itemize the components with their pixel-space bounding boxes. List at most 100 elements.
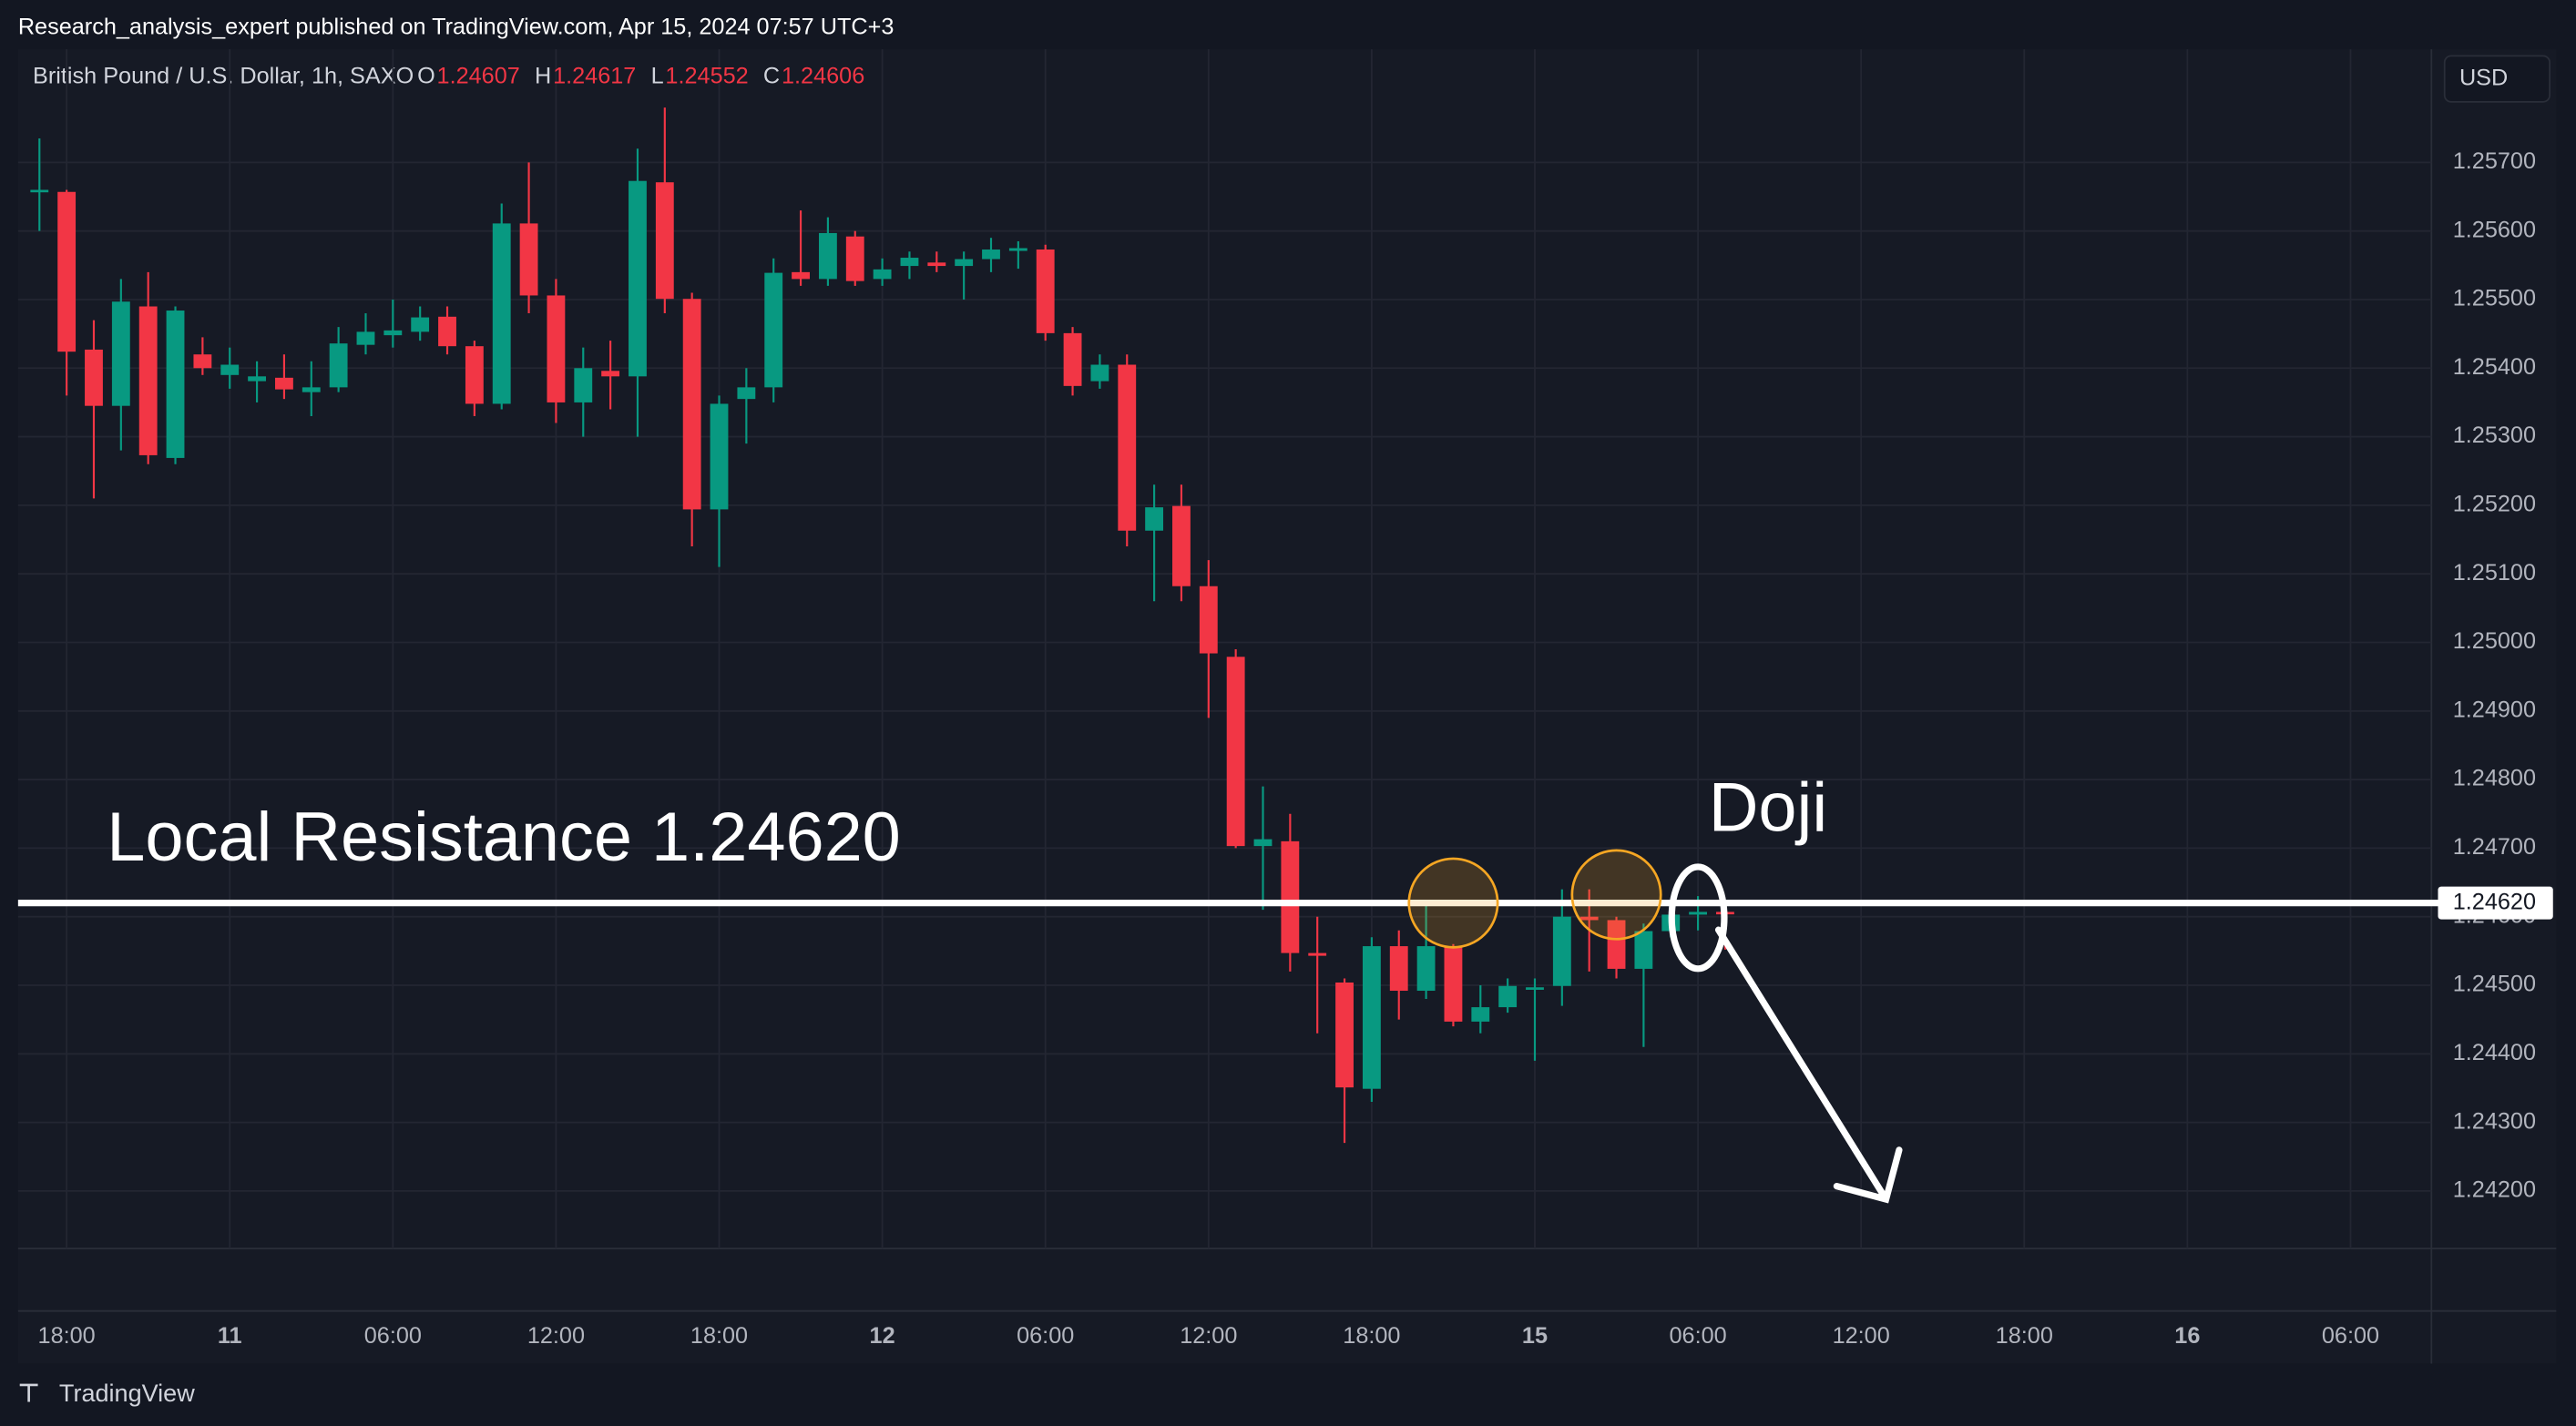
x-tick-label: 18:00	[690, 1323, 748, 1349]
x-tick-label: 11	[218, 1323, 242, 1349]
candle-body	[1444, 946, 1463, 1022]
candle-body	[329, 343, 348, 388]
legend-key: L	[651, 63, 664, 88]
candle-body	[465, 346, 484, 404]
candle-body	[275, 377, 293, 390]
resistance-price-label: 1.24620	[2453, 889, 2536, 914]
highlight-circle	[1570, 849, 1662, 941]
candle-body	[1416, 946, 1436, 992]
candle-body	[138, 306, 158, 455]
legend-value: 1.24606	[782, 63, 864, 88]
candle-body	[438, 316, 456, 347]
candle-body	[411, 317, 430, 332]
x-tick-label: 06:00	[1017, 1323, 1074, 1349]
chart-panel	[17, 49, 2557, 1364]
candle-body	[1118, 364, 1137, 531]
candle-body	[1226, 657, 1245, 847]
candle-body	[1199, 586, 1218, 654]
candle-body	[1579, 916, 1599, 921]
arrow	[1714, 926, 1903, 1204]
candle-body	[1008, 248, 1027, 251]
candle-body	[193, 354, 212, 369]
candle-body	[111, 301, 130, 406]
y-tick-label: 1.24500	[2453, 972, 2536, 997]
candle-body	[1172, 505, 1191, 586]
doji-annotation: Doji	[1709, 769, 1827, 846]
candle-body	[1389, 946, 1408, 992]
x-tick-label: 16	[2174, 1323, 2200, 1349]
symbol: British Pound / U.S. Dollar, 1h, SAXO	[33, 63, 414, 88]
candles	[30, 107, 1734, 1144]
legend-value: 1.24552	[665, 63, 748, 88]
candle-body	[1145, 507, 1164, 531]
candle-body	[873, 269, 892, 280]
candle-body	[601, 371, 620, 377]
candle-body	[1335, 982, 1354, 1088]
candle-body	[1281, 840, 1300, 953]
candle-body	[1063, 332, 1082, 386]
candle-body	[1526, 987, 1544, 990]
resistance-annotation: Local Resistance 1.24620	[107, 799, 901, 876]
candle-body	[900, 258, 919, 267]
candle-body	[792, 271, 810, 280]
x-tick-label: 06:00	[1669, 1323, 1726, 1349]
x-tick-label: 06:00	[364, 1323, 422, 1349]
candle-body	[845, 236, 864, 281]
candle-body	[818, 232, 837, 280]
legend-key: H	[535, 63, 551, 88]
y-tick-label: 1.25100	[2453, 560, 2536, 586]
candle-body	[1036, 250, 1055, 333]
footer: TradingView	[59, 1380, 195, 1407]
candle-body	[30, 189, 49, 193]
x-tick-label: 06:00	[2322, 1323, 2379, 1349]
y-tick-label: 1.25000	[2453, 628, 2536, 654]
candle-body	[383, 330, 403, 336]
candle-body	[1471, 1007, 1490, 1022]
footer-logo: ⊤	[18, 1380, 40, 1407]
currency[interactable]: USD	[2459, 65, 2508, 90]
candle-body	[927, 262, 946, 267]
resistance-price-box	[2438, 886, 2553, 920]
candle-body	[1308, 952, 1327, 956]
candle-body	[1607, 920, 1626, 969]
y-tick-label: 1.25700	[2453, 148, 2536, 174]
y-tick-label: 1.25400	[2453, 354, 2536, 380]
legend-key: C	[763, 63, 780, 88]
candle-body	[1362, 946, 1381, 1089]
candle-body	[982, 250, 1000, 260]
legend-value: 1.24607	[437, 63, 520, 88]
y-tick-label: 1.24800	[2453, 766, 2536, 791]
candle-body	[85, 349, 103, 406]
header: Research_analysis_expert published on Tr…	[18, 14, 894, 39]
doji-ellipse	[1668, 863, 1728, 973]
y-tick-label: 1.24200	[2453, 1177, 2536, 1203]
candle-body	[248, 376, 266, 382]
x-tick-label: 18:00	[38, 1323, 96, 1349]
candle-body	[57, 191, 77, 352]
currency-button[interactable]	[2443, 55, 2551, 103]
x-tick-label: 12:00	[527, 1323, 585, 1349]
candle-body	[764, 272, 783, 388]
candle-body	[547, 295, 566, 402]
candle-body	[1689, 912, 1708, 915]
y-tick-label: 1.24700	[2453, 834, 2536, 860]
candle-body	[710, 403, 729, 510]
candle-body	[629, 180, 647, 377]
legend-value: 1.24617	[553, 63, 636, 88]
y-tick-label: 1.24400	[2453, 1040, 2536, 1065]
y-tick-label: 1.25200	[2453, 492, 2536, 517]
candle-body	[492, 223, 511, 404]
candle-body	[1498, 985, 1518, 1008]
candle-body	[1090, 364, 1109, 382]
y-tick-label: 1.25600	[2453, 217, 2536, 242]
y-tick-label: 1.25500	[2453, 286, 2536, 311]
candle-body	[519, 223, 538, 296]
candle-body	[1552, 916, 1571, 986]
candle-body	[1253, 839, 1273, 847]
x-tick-label: 12:00	[1833, 1323, 1890, 1349]
candle-body	[220, 364, 240, 375]
candle-body	[356, 331, 375, 345]
y-tick-label: 1.25300	[2453, 423, 2536, 448]
